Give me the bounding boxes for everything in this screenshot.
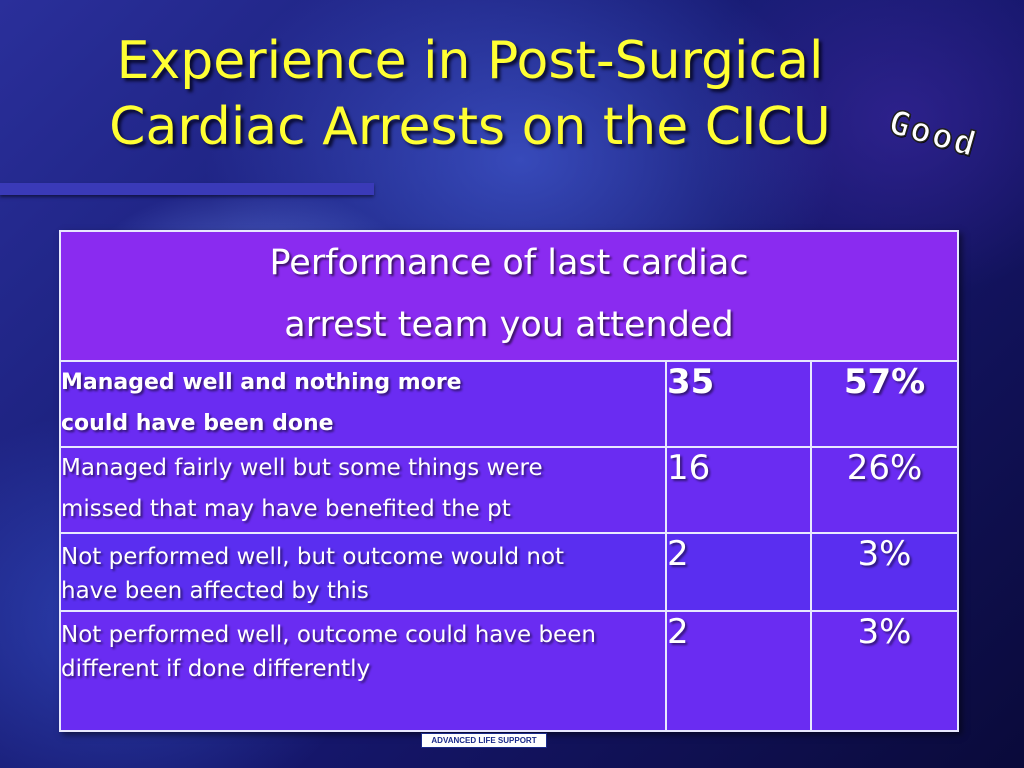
row-label: Not performed well, outcome could have b… <box>59 610 667 732</box>
row-percent: 3% <box>809 532 960 612</box>
row-label: Not performed well, but outcome would no… <box>59 532 667 612</box>
table-header-line-2: arrest team you attended <box>284 305 734 345</box>
table-row: Managed well and nothing more could have… <box>59 360 960 448</box>
slide-title: Experience in Post-Surgical Cardiac Arre… <box>70 28 870 160</box>
row-label-line-2: different if done differently <box>61 656 371 682</box>
table-header-line-1: Performance of last cardiac <box>269 243 749 283</box>
title-underline-bar <box>0 183 374 195</box>
good-stamp: Good <box>883 102 982 167</box>
row-label-line-1: Managed fairly well but some things were <box>61 455 543 481</box>
row-label-line-2: have been affected by this <box>61 578 369 604</box>
table-row: Managed fairly well but some things were… <box>59 446 960 534</box>
row-label-line-1: Not performed well, outcome could have b… <box>61 622 596 648</box>
slide-title-line-1: Experience in Post-Surgical <box>116 31 824 91</box>
row-percent: 57% <box>809 360 960 448</box>
results-table: Performance of last cardiac arrest team … <box>58 230 960 732</box>
row-count: 16 <box>665 446 812 534</box>
table-header: Performance of last cardiac arrest team … <box>58 230 960 362</box>
row-label-line-2: could have been done <box>61 411 334 436</box>
row-count: 2 <box>665 610 812 732</box>
table-row: Not performed well, outcome could have b… <box>59 610 960 732</box>
slide-title-line-2: Cardiac Arrests on the CICU <box>109 97 831 157</box>
row-label-line-1: Managed well and nothing more <box>61 370 462 395</box>
row-label: Managed well and nothing more could have… <box>59 360 667 448</box>
row-label-line-2: missed that may have benefited the pt <box>61 496 511 522</box>
row-percent: 26% <box>809 446 960 534</box>
advanced-life-support-badge: ADVANCED LIFE SUPPORT <box>421 733 547 748</box>
row-label: Managed fairly well but some things were… <box>59 446 667 534</box>
row-count: 2 <box>665 532 812 612</box>
table-header-row: Performance of last cardiac arrest team … <box>58 230 960 362</box>
row-count: 35 <box>665 360 812 448</box>
row-label-line-1: Not performed well, but outcome would no… <box>61 544 565 570</box>
row-percent: 3% <box>809 610 960 732</box>
table-row: Not performed well, but outcome would no… <box>59 532 960 612</box>
